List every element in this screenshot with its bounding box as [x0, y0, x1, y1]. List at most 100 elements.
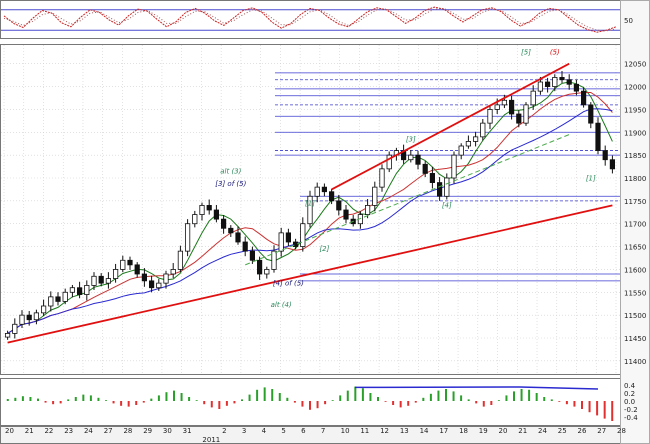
candle-body [264, 269, 270, 275]
x-tick-label: 2011 [202, 436, 220, 444]
candle-body [163, 273, 169, 284]
candle-body [343, 209, 349, 220]
x-tick-label: 31 [183, 427, 192, 435]
candle-body [602, 150, 608, 161]
x-tick-label: 23 [64, 427, 73, 435]
x-tick-label: 12 [380, 427, 389, 435]
wave-annotation: [3] [406, 135, 416, 143]
trendline [7, 204, 613, 344]
candle-body [98, 275, 104, 284]
x-tick-label: 24 [538, 427, 547, 435]
wave-annotation: [4] of (5) [273, 279, 304, 287]
price-y-tick-label: 11550 [624, 289, 646, 297]
x-tick-label: 10 [341, 427, 350, 435]
candle-body [552, 77, 558, 87]
candle-body [480, 122, 486, 138]
wave-annotation: [1] [305, 199, 315, 207]
candle-body [451, 154, 457, 179]
x-tick-label: 6 [301, 427, 306, 435]
stoch-series-line [3, 7, 617, 32]
price-y-tick-label: 11750 [624, 198, 646, 206]
candle-body [415, 154, 421, 165]
candle-body [523, 104, 529, 124]
histogram-y-tick-label: -0.4 [624, 414, 638, 422]
candle-body [292, 241, 299, 247]
candle-body [12, 323, 18, 334]
candle-body [444, 177, 450, 197]
candle-body [5, 333, 11, 338]
candle-body [177, 250, 183, 270]
candle-body [19, 314, 25, 325]
stoch-y-tick-label: 50 [624, 17, 633, 25]
price-y-tick-label: 11500 [624, 312, 646, 320]
candle-body [458, 145, 464, 156]
x-tick-label: 26 [578, 427, 587, 435]
price-y-tick-label: 11850 [624, 152, 646, 160]
candle-body [566, 79, 572, 85]
x-tick-label: 20 [499, 427, 508, 435]
x-tick-label: 21 [518, 427, 527, 435]
stoch-series-line [3, 6, 617, 33]
x-tick-label: 28 [123, 427, 132, 435]
x-axis-strip [0, 426, 621, 444]
x-tick-label: 21 [25, 427, 34, 435]
candle-body [494, 104, 500, 110]
price-y-tick-label: 11450 [624, 335, 646, 343]
candle-body [581, 90, 587, 106]
candle-body [170, 269, 176, 275]
candle-body [148, 280, 155, 289]
candle-body [436, 182, 443, 197]
candle-body [314, 186, 320, 197]
candle-body [199, 205, 205, 215]
candle-body [372, 186, 378, 206]
candle-body [465, 141, 472, 147]
x-tick-label: 24 [84, 427, 93, 435]
candle-body [33, 312, 40, 321]
candle-body [537, 81, 544, 92]
candle-body [220, 218, 227, 229]
x-tick-label: 13 [400, 427, 409, 435]
candle-body [588, 104, 594, 124]
candle-body [508, 99, 515, 115]
wave-annotation: [4] [442, 202, 452, 210]
candle-body [69, 287, 75, 293]
x-tick-label: 22 [44, 427, 53, 435]
right-axis-strip [620, 0, 650, 444]
candle-body [487, 109, 493, 124]
wave-annotation: alt (3) [220, 167, 241, 175]
x-tick-label: 5 [281, 427, 285, 435]
candle-body [559, 77, 565, 81]
candle-body [321, 186, 328, 193]
x-tick-label: 30 [163, 427, 172, 435]
price-y-tick-label: 11800 [624, 175, 646, 183]
x-tick-label: 18 [459, 427, 468, 435]
candle-body [62, 291, 68, 302]
x-tick-label: 7 [321, 427, 325, 435]
histogram-divergence-line [519, 386, 599, 390]
candle-body [26, 314, 32, 321]
stochastic-panel [0, 0, 621, 39]
candle-body [429, 173, 436, 183]
price-y-tick-label: 12000 [624, 84, 646, 92]
price-y-tick-label: 12050 [624, 61, 646, 69]
wave-annotation: [1] [586, 174, 596, 182]
x-tick-label: 11 [360, 427, 369, 435]
candle-body [206, 205, 212, 211]
trendline [245, 134, 570, 266]
x-tick-label: 27 [104, 427, 113, 435]
price-y-tick-label: 11650 [624, 244, 646, 252]
candle-body [256, 259, 263, 275]
candle-body [609, 159, 616, 170]
wave-annotation: (5) [550, 49, 560, 57]
x-tick-label: 20 [5, 427, 14, 435]
price-y-tick-label: 11950 [624, 106, 646, 114]
candle-body [386, 154, 392, 170]
histogram-y-tick-label: -0.2 [624, 406, 638, 414]
candle-body [336, 200, 342, 211]
trendline [331, 62, 570, 191]
candle-body [41, 305, 47, 314]
candle-body [307, 195, 313, 225]
x-tick-label: 25 [558, 427, 567, 435]
x-tick-label: 27 [597, 427, 606, 435]
